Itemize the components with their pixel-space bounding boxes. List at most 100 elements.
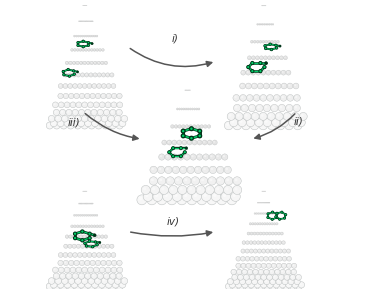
Circle shape [275, 269, 280, 275]
Circle shape [248, 282, 254, 288]
Circle shape [262, 40, 265, 43]
Circle shape [242, 250, 243, 251]
Circle shape [46, 283, 53, 290]
Circle shape [276, 121, 285, 130]
Circle shape [271, 223, 273, 225]
Circle shape [77, 74, 79, 75]
Circle shape [79, 21, 80, 22]
Circle shape [275, 96, 277, 98]
Circle shape [87, 102, 93, 108]
Circle shape [85, 203, 86, 204]
Circle shape [296, 274, 301, 280]
Circle shape [232, 283, 238, 290]
Circle shape [73, 48, 76, 51]
Circle shape [271, 40, 274, 43]
Circle shape [48, 278, 55, 284]
Circle shape [85, 225, 86, 226]
Circle shape [91, 62, 92, 63]
Circle shape [182, 125, 184, 127]
Circle shape [85, 93, 90, 99]
Circle shape [255, 258, 257, 259]
Circle shape [76, 279, 78, 281]
Circle shape [266, 70, 271, 75]
Circle shape [69, 253, 70, 255]
Circle shape [257, 223, 258, 224]
Circle shape [100, 282, 102, 285]
Circle shape [242, 269, 247, 275]
Circle shape [77, 49, 78, 50]
Circle shape [208, 125, 209, 127]
Circle shape [264, 202, 265, 203]
Circle shape [96, 35, 97, 36]
Circle shape [277, 232, 280, 235]
Circle shape [182, 192, 192, 202]
Circle shape [185, 108, 186, 109]
Circle shape [289, 280, 291, 282]
Circle shape [73, 274, 76, 276]
Circle shape [265, 213, 266, 214]
Circle shape [266, 213, 268, 214]
Circle shape [87, 62, 89, 63]
Circle shape [203, 141, 205, 143]
Circle shape [83, 279, 85, 281]
Circle shape [96, 244, 98, 246]
Circle shape [265, 284, 267, 287]
Circle shape [64, 73, 68, 77]
Circle shape [171, 125, 174, 128]
Circle shape [267, 241, 271, 244]
Circle shape [77, 245, 79, 246]
Circle shape [56, 117, 59, 119]
Circle shape [227, 284, 229, 287]
Circle shape [241, 280, 243, 282]
Circle shape [97, 244, 101, 248]
Circle shape [89, 73, 93, 77]
Circle shape [81, 21, 82, 22]
Circle shape [275, 113, 283, 120]
Circle shape [79, 225, 81, 226]
Circle shape [263, 66, 266, 69]
Circle shape [80, 261, 82, 263]
Circle shape [276, 57, 278, 58]
Circle shape [242, 71, 244, 73]
Circle shape [76, 73, 81, 77]
Circle shape [277, 256, 282, 261]
Circle shape [107, 121, 109, 124]
Circle shape [72, 109, 78, 116]
Circle shape [268, 213, 270, 214]
Circle shape [190, 154, 196, 160]
Circle shape [263, 250, 264, 251]
Circle shape [225, 283, 232, 290]
Circle shape [227, 195, 237, 205]
Circle shape [111, 284, 113, 287]
Circle shape [105, 62, 106, 63]
Circle shape [251, 61, 254, 65]
Circle shape [285, 213, 287, 216]
Circle shape [219, 197, 222, 200]
Circle shape [241, 256, 245, 261]
Circle shape [301, 114, 304, 117]
Circle shape [50, 117, 52, 119]
Circle shape [75, 115, 81, 122]
Circle shape [103, 117, 105, 119]
Circle shape [88, 49, 89, 50]
Circle shape [259, 40, 262, 43]
Circle shape [153, 192, 163, 202]
Circle shape [242, 264, 244, 266]
Circle shape [275, 242, 277, 243]
Circle shape [65, 103, 67, 105]
Circle shape [84, 35, 86, 37]
Circle shape [71, 225, 73, 228]
Circle shape [80, 203, 81, 204]
Circle shape [284, 57, 286, 58]
Circle shape [89, 117, 92, 119]
Circle shape [118, 95, 120, 96]
Circle shape [179, 108, 180, 110]
Circle shape [78, 35, 79, 36]
Circle shape [95, 122, 102, 129]
Circle shape [93, 253, 95, 255]
Circle shape [103, 253, 104, 255]
Circle shape [282, 264, 284, 266]
Circle shape [84, 242, 86, 244]
Circle shape [117, 284, 120, 287]
Circle shape [111, 102, 117, 108]
